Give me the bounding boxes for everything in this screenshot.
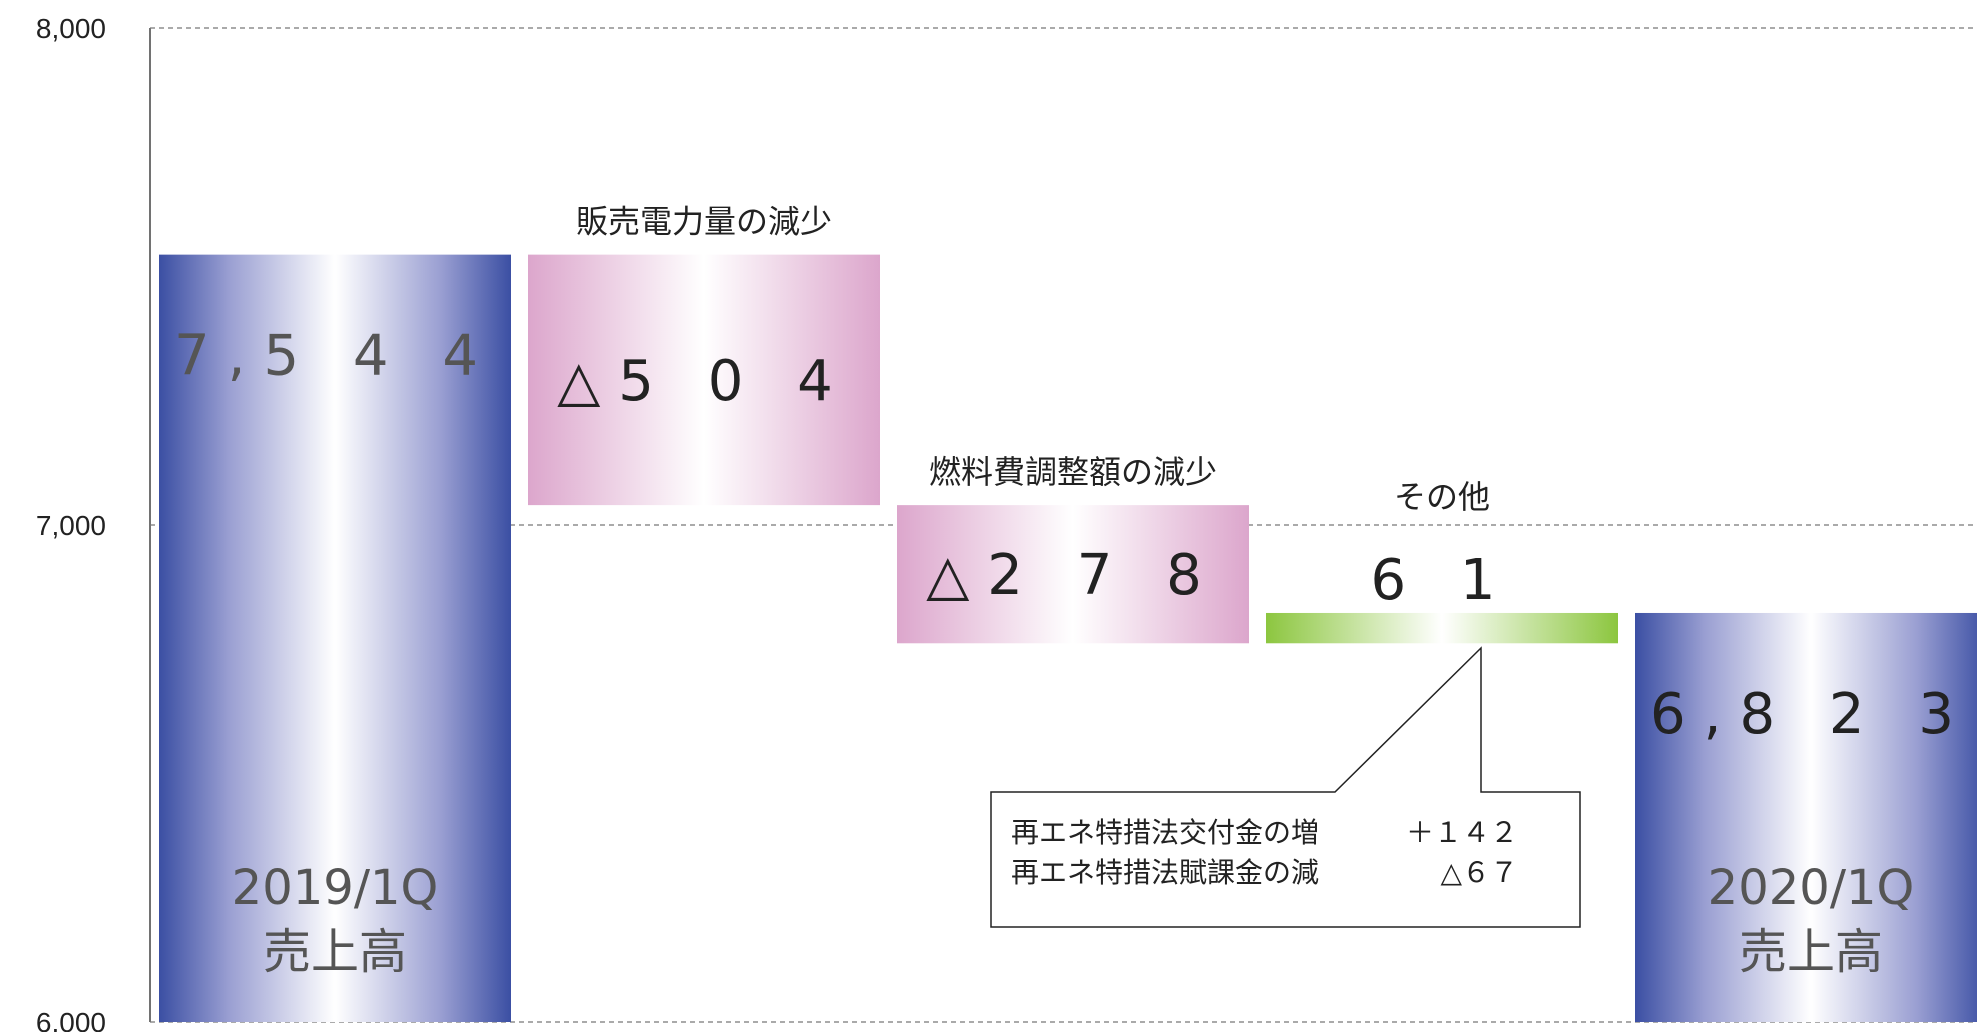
category-label: 2020/1Q xyxy=(1708,860,1915,916)
callout-text: 再エネ特措法賦課金の減 xyxy=(1011,856,1319,889)
callout-text: 再エネ特措法交付金の増 xyxy=(1011,816,1319,849)
bar-value-label: 6 1 xyxy=(1370,548,1513,613)
bar-annotation: 販売電力量の減少 xyxy=(576,203,832,241)
callout-value: ＋１４２ xyxy=(1406,816,1518,849)
category-label: 売上高 xyxy=(263,924,407,980)
y-tick-label: 7,000 xyxy=(36,510,106,541)
bar-value-label: △2 7 8 xyxy=(926,543,1220,608)
bar-value-label: 7,5 4 4 xyxy=(174,324,496,389)
grid-layer: 6,000 7,000 8,000 xyxy=(36,13,1977,1032)
bar-increase xyxy=(1266,612,1618,644)
category-label: 2019/1Q xyxy=(232,860,439,916)
bar-value-label: 6,8 2 3 xyxy=(1650,682,1972,747)
bar-decrease xyxy=(897,505,1249,644)
callout-layer: 再エネ特措法交付金の増 ＋１４２ 再エネ特措法賦課金の減 △６７ xyxy=(990,646,1581,928)
y-tick-label: 8,000 xyxy=(36,13,106,44)
bar-value-label: △5 0 4 xyxy=(557,349,851,414)
callout-value: △６７ xyxy=(1440,856,1518,889)
bar-total xyxy=(159,254,511,1022)
callout-box xyxy=(990,646,1581,928)
bar-annotation: 燃料費調整額の減少 xyxy=(929,453,1217,491)
category-label: 売上高 xyxy=(1739,924,1883,980)
labels-layer: 7,5 4 4 2019/1Q 売上高 △5 0 4 販売電力量の減少 △2 7 8 燃料費… xyxy=(174,203,1972,980)
bar-annotation: その他 xyxy=(1394,478,1490,516)
y-tick-label: 6,000 xyxy=(36,1007,106,1032)
bar-decrease xyxy=(528,254,880,506)
bars-layer xyxy=(159,254,1977,1022)
bar-total xyxy=(1635,612,1977,1022)
